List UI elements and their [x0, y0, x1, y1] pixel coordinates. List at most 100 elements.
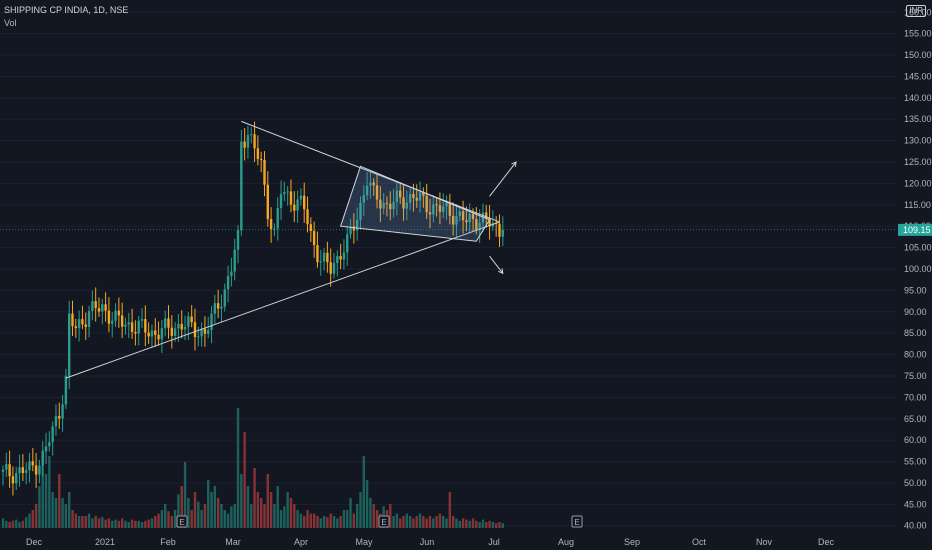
earnings-marker-label: E — [574, 518, 579, 527]
volume-bar — [494, 523, 498, 528]
candle-body — [306, 209, 309, 225]
y-tick-label: 50.00 — [904, 478, 927, 488]
volume-bar — [412, 518, 415, 528]
candle-body — [402, 197, 405, 209]
x-tick-label: 2021 — [95, 537, 115, 547]
volume-bar — [395, 513, 399, 528]
volume-bar — [213, 486, 217, 528]
candle-body — [379, 199, 382, 209]
volume-bar — [418, 513, 422, 528]
price-candles — [1, 121, 505, 496]
volume-bar — [342, 510, 346, 528]
volume-bar — [120, 518, 124, 528]
candle-body — [359, 202, 362, 220]
candle-body — [250, 134, 253, 136]
currency-badge[interactable]: INR — [906, 5, 926, 17]
candle-body — [369, 182, 372, 186]
candle-body — [422, 192, 425, 196]
volume-bar — [289, 498, 293, 528]
volume-bar — [34, 504, 38, 528]
volume-bar — [246, 486, 250, 528]
candle-body — [41, 451, 44, 466]
volume-bar — [48, 456, 51, 528]
candle-body — [107, 310, 111, 324]
volume-bar — [21, 520, 25, 528]
volume-bar — [346, 510, 349, 528]
volume-bar — [157, 513, 160, 528]
volume-bar — [163, 504, 167, 528]
volume-bar — [51, 492, 54, 528]
arrow-head — [498, 268, 504, 275]
trendline — [65, 221, 500, 379]
price-axis[interactable]: 40.00 45.00 50.00 55.00 60.00 65.00 70.00 75.00… — [898, 7, 932, 531]
candle-body — [31, 461, 34, 466]
earnings-marker — [378, 515, 390, 528]
volume-bar — [296, 510, 299, 528]
volume-bar — [220, 504, 223, 528]
volume-label: Vol — [4, 18, 17, 28]
volume-bar — [501, 523, 505, 528]
volume-bar — [173, 510, 177, 528]
volume-bar — [111, 520, 114, 528]
x-tick-label: Dec — [26, 537, 43, 547]
y-tick-label: 125.00 — [904, 157, 932, 167]
candle-body — [144, 319, 147, 333]
volume-bar — [1, 518, 5, 528]
candle-body — [309, 224, 313, 231]
candle-body — [435, 204, 438, 206]
volume-bar — [283, 506, 286, 528]
candle-body — [104, 304, 107, 311]
volume-bar — [405, 513, 409, 528]
candle-body — [210, 313, 213, 331]
candle-body — [21, 467, 25, 473]
candle-body — [455, 216, 458, 225]
candle-body — [120, 315, 124, 327]
candle-body — [342, 252, 346, 260]
volume-bar — [44, 474, 48, 528]
x-tick-label: May — [355, 537, 373, 547]
y-tick-label: 150.00 — [904, 50, 932, 60]
volume-bar — [8, 522, 11, 528]
candle-body — [34, 465, 38, 475]
volume-bar — [58, 474, 61, 528]
x-tick-label: Jun — [420, 537, 435, 547]
candle-body — [412, 194, 415, 199]
volume-bar — [471, 518, 475, 528]
candle-body — [326, 252, 329, 263]
x-tick-label: Oct — [692, 537, 707, 547]
volume-bar — [326, 517, 329, 528]
candle-body — [259, 159, 263, 161]
volume-bar — [84, 516, 87, 528]
candle-body — [147, 332, 150, 337]
volume-bar — [445, 518, 448, 528]
volume-bar — [134, 520, 137, 528]
candle-body — [273, 228, 276, 230]
candle-body — [461, 211, 465, 221]
x-tick-label: Feb — [160, 537, 176, 547]
volume-bar — [455, 518, 458, 528]
candle-body — [68, 313, 71, 376]
volume-bar — [127, 522, 130, 528]
time-axis[interactable]: Dec 2021 Feb Mar Apr May Jun Jul Aug Sep Oct Nov Dec — [26, 537, 835, 547]
candle-body — [134, 331, 137, 334]
candle-body — [488, 218, 491, 227]
last-price-label: 109.15 — [903, 225, 931, 235]
candle-body — [372, 182, 375, 186]
candle-body — [283, 192, 286, 195]
volume-bar — [465, 519, 468, 528]
volume-bar — [432, 518, 435, 528]
volume-bar — [210, 492, 213, 528]
candle-body — [97, 308, 101, 312]
candle-body — [5, 464, 8, 470]
y-tick-label: 105.00 — [904, 243, 932, 253]
volume-bar — [197, 501, 200, 528]
candle-body — [1, 469, 5, 472]
volume-bar — [177, 494, 180, 528]
candle-body — [448, 202, 452, 216]
volume-bar — [488, 520, 491, 528]
volume-bar — [77, 516, 81, 528]
candle-body — [74, 326, 78, 329]
candle-body — [167, 318, 170, 328]
